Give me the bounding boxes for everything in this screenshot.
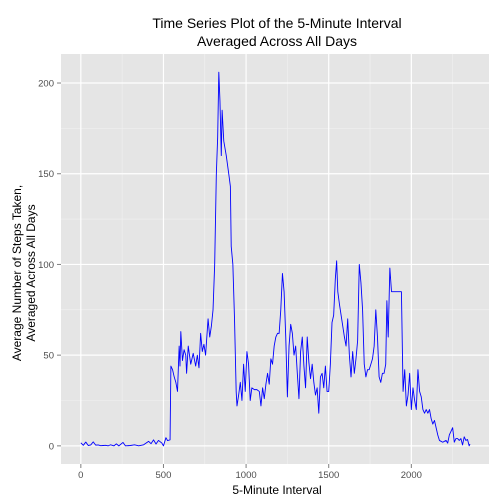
y-tick-label: 150 [38, 169, 54, 180]
x-tick-label: 2000 [401, 470, 422, 481]
x-tick-label: 1000 [236, 470, 257, 481]
axis-ticks [57, 82, 412, 468]
y-tick-label: 100 [38, 260, 54, 271]
x-tick-label: 500 [156, 470, 172, 481]
x-axis-title: 5-Minute Interval [232, 483, 321, 497]
x-tick-label: 0 [78, 470, 83, 481]
y-axis-title-line-1: Average Number of Steps Taken, [10, 185, 24, 361]
x-tick-labels: 0 500 1000 1500 2000 [78, 470, 422, 481]
y-tick-labels: 0 50 100 150 200 [38, 79, 54, 453]
y-axis-title-line-2: Averaged Across All Days [24, 204, 38, 341]
y-tick-label: 0 [49, 441, 54, 452]
chart-title-line-2: Averaged Across All Days [197, 33, 357, 49]
series-layer [80, 71, 471, 447]
y-tick-label: 50 [43, 351, 54, 362]
x-tick-label: 1500 [318, 470, 339, 481]
chart-title-line-1: Time Series Plot of the 5-Minute Interva… [152, 15, 401, 31]
series-line [80, 71, 471, 447]
y-tick-label: 200 [38, 79, 54, 90]
plot-panel [61, 54, 489, 464]
minor-gridlines [61, 54, 489, 464]
major-gridlines [61, 54, 489, 464]
